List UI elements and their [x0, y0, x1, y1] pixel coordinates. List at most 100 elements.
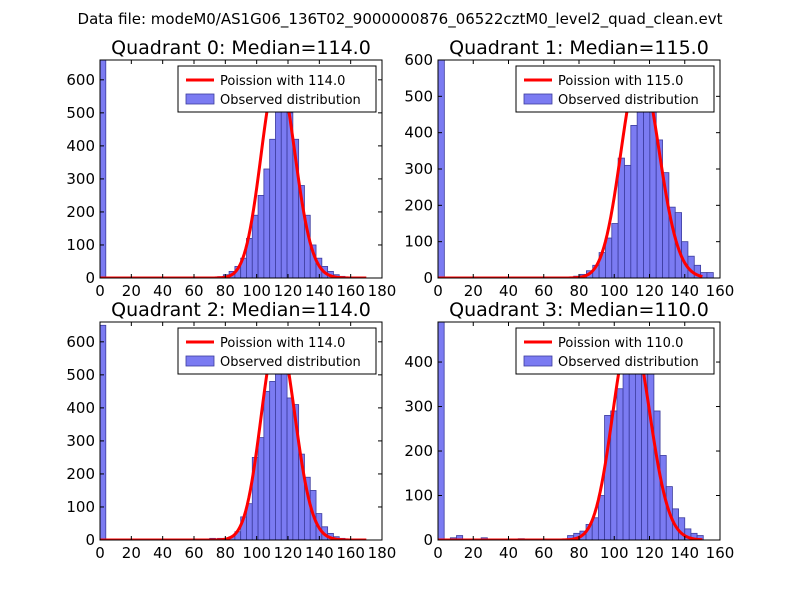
histogram-bar	[280, 361, 288, 540]
y-tick-label: 400	[66, 137, 95, 155]
legend-patch-swatch	[523, 355, 553, 367]
legend-label-poisson: Poission with 114.0	[220, 336, 345, 351]
x-tick-label: 40	[153, 544, 172, 562]
histogram-bar	[263, 390, 271, 540]
x-tick-label: 140	[305, 282, 334, 300]
x-tick-label: 120	[635, 282, 664, 300]
y-tick-label: 400	[66, 399, 95, 417]
histogram-bar	[100, 324, 107, 540]
legend-patch-swatch	[523, 93, 553, 105]
y-tick-label: 100	[404, 487, 433, 505]
x-tick-label: 20	[122, 544, 141, 562]
x-tick-label: 60	[184, 544, 203, 562]
x-tick-label: 0	[433, 544, 443, 562]
x-tick-label: 80	[216, 282, 235, 300]
legend-patch-swatch	[185, 93, 215, 105]
y-tick-label: 500	[66, 366, 95, 384]
histogram-bar	[706, 272, 714, 278]
x-tick-label: 140	[670, 544, 699, 562]
y-tick-label: 600	[404, 51, 433, 69]
x-tick-label: 120	[274, 544, 303, 562]
y-tick-label: 300	[66, 170, 95, 188]
x-tick-label: 60	[534, 544, 553, 562]
histogram-bar	[251, 214, 259, 278]
y-tick-label: 500	[404, 87, 433, 105]
histogram-bar	[696, 535, 704, 540]
y-tick-label: 400	[404, 124, 433, 142]
y-tick-label: 200	[66, 465, 95, 483]
axes-frame	[99, 321, 383, 541]
x-tick-label: 20	[464, 282, 483, 300]
histogram-bar	[605, 237, 613, 278]
panel-quadrant-2: 0 20 40 60 80 100 120 140 160 1800100200300400500…	[66, 299, 396, 562]
histogram-bar	[636, 106, 644, 278]
y-tick-label: 600	[66, 71, 95, 89]
poisson-curve	[100, 70, 367, 278]
x-tick-label: 100	[242, 544, 271, 562]
histogram-bar	[624, 164, 632, 278]
y-tick-label: 100	[66, 236, 95, 254]
x-tick-label: 80	[569, 282, 588, 300]
histogram-bar	[269, 138, 276, 278]
histogram-bar	[286, 397, 294, 540]
y-tick-label: 0	[85, 531, 95, 549]
y-tick-label: 600	[66, 333, 95, 351]
x-tick-label: 120	[274, 282, 303, 300]
legend-label-poisson: Poission with 110.0	[558, 336, 683, 351]
legend-label-observed: Observed distribution	[558, 355, 699, 370]
y-tick-label: 400	[404, 353, 433, 371]
legend: Poission with 114.0 Observed distribution	[177, 65, 377, 113]
legend-label-observed: Observed distribution	[220, 355, 361, 370]
y-tick-label: 0	[423, 269, 433, 287]
axes-title: Quadrant 3: Median=110.0	[449, 299, 709, 321]
panel-quadrant-1: 0 20 40 60 80 100 120 140 160 0 100 200 300 400 500 600…	[404, 37, 734, 300]
histogram-bar	[263, 168, 271, 278]
x-tick-label: 160	[706, 544, 735, 562]
y-tick-label: 200	[404, 442, 433, 460]
x-tick-label: 60	[534, 282, 553, 300]
x-tick-label: 60	[184, 282, 203, 300]
axes-title: Quadrant 2: Median=114.0	[111, 299, 371, 321]
histogram-bar	[616, 388, 624, 540]
x-tick-label: 100	[600, 544, 629, 562]
x-tick-label: 80	[216, 544, 235, 562]
legend-label-poisson: Poission with 115.0	[558, 74, 683, 89]
plot-content	[100, 324, 367, 540]
x-tick-label: 0	[95, 544, 105, 562]
y-tick-label: 100	[404, 233, 433, 251]
axes-title: Quadrant 1: Median=115.0	[449, 37, 709, 59]
histogram-bar	[647, 361, 655, 540]
histogram-bar	[617, 157, 625, 278]
x-tick-label: 140	[305, 544, 334, 562]
histogram-bar	[611, 223, 619, 278]
axes-title: Quadrant 0: Median=114.0	[111, 37, 371, 59]
x-tick-label: 40	[153, 282, 172, 300]
panel-quadrant-3: 0 20 40 60 80 100 120 140 160 0 100 200 300 400 Quadra…	[404, 299, 734, 562]
figure-suptitle: Data file: modeM0/AS1G06_136T02_90000008…	[78, 10, 723, 29]
legend: Poission with 110.0 Observed distribution	[515, 327, 715, 375]
y-tick-label: 0	[85, 269, 95, 287]
histogram-bar	[257, 437, 265, 540]
histogram-bar	[630, 125, 638, 278]
x-tick-label: 20	[122, 282, 141, 300]
poisson-curve	[100, 332, 367, 540]
y-tick-label: 500	[66, 104, 95, 122]
legend-patch-swatch	[185, 355, 215, 367]
legend: Poission with 114.0 Observed distribution	[177, 327, 377, 375]
x-tick-label: 20	[464, 544, 483, 562]
x-tick-label: 0	[433, 282, 443, 300]
x-tick-label: 180	[368, 282, 397, 300]
histogram-bar	[100, 60, 107, 278]
legend-label-poisson: Poission with 114.0	[220, 74, 345, 89]
x-tick-label: 40	[499, 282, 518, 300]
y-tick-label: 300	[404, 160, 433, 178]
histogram-bar	[275, 100, 282, 278]
x-tick-label: 100	[600, 282, 629, 300]
x-tick-label: 180	[368, 544, 397, 562]
legend-label-observed: Observed distribution	[558, 93, 699, 108]
x-tick-label: 160	[706, 282, 735, 300]
y-tick-label: 200	[66, 203, 95, 221]
panel-quadrant-0: 0 20 40 60 80 100 120 140 160 1800100200300400500…	[66, 37, 396, 300]
y-tick-label: 0	[423, 531, 433, 549]
